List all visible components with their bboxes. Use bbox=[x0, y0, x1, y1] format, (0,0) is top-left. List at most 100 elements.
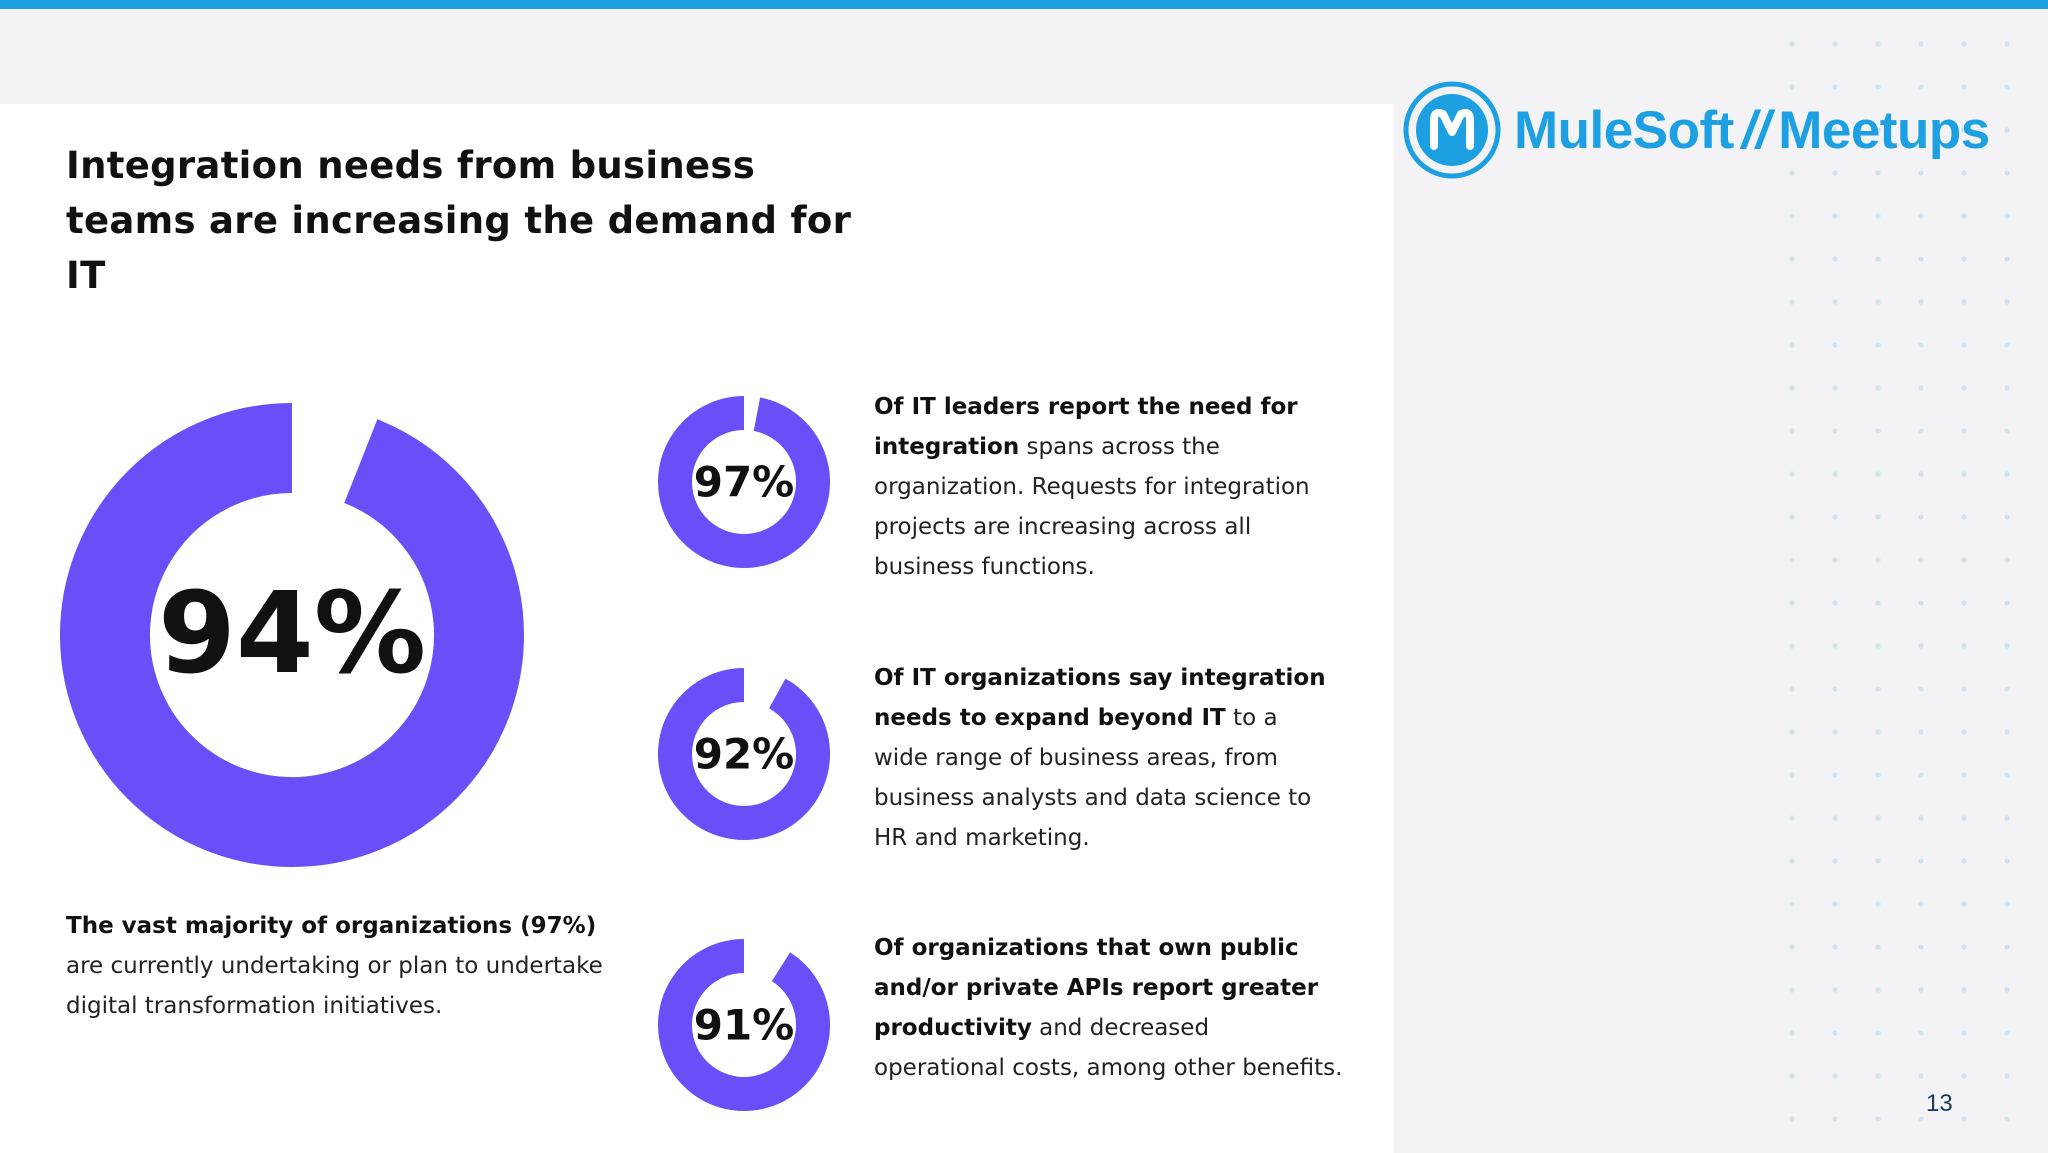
pattern-dot bbox=[1832, 729, 1838, 735]
pattern-dot bbox=[1789, 686, 1795, 692]
pattern-dot bbox=[2004, 557, 2010, 563]
pattern-dot bbox=[1961, 471, 1967, 477]
pattern-dot bbox=[1918, 686, 1924, 692]
pattern-dot bbox=[1918, 815, 1924, 821]
pattern-dot bbox=[1918, 471, 1924, 477]
pattern-dot bbox=[2004, 256, 2010, 262]
pattern-dot bbox=[2004, 858, 2010, 864]
pattern-dot bbox=[1875, 815, 1881, 821]
pattern-dot bbox=[1789, 514, 1795, 520]
donut-92-fill bbox=[658, 668, 830, 840]
pattern-dot bbox=[2004, 84, 2010, 90]
pattern-dot bbox=[1961, 41, 1967, 47]
description-97: Of IT leaders report the need for integr… bbox=[874, 387, 1334, 587]
pattern-dot bbox=[1918, 127, 1924, 133]
pattern-dot bbox=[1961, 643, 1967, 649]
logo-wordmark: MuleSoft // Meetups bbox=[1514, 100, 1990, 161]
pattern-dot bbox=[2004, 1116, 2010, 1122]
pattern-dot bbox=[2004, 600, 2010, 606]
pattern-dot bbox=[1875, 428, 1881, 434]
pattern-dot bbox=[1918, 557, 1924, 563]
pattern-dot bbox=[2004, 987, 2010, 993]
pattern-dot bbox=[1789, 41, 1795, 47]
pattern-dot bbox=[1918, 170, 1924, 176]
pattern-dot bbox=[1961, 1073, 1967, 1079]
pattern-dot bbox=[1961, 385, 1967, 391]
pattern-dot bbox=[2004, 643, 2010, 649]
pattern-dot bbox=[2004, 1030, 2010, 1036]
donut-97-label: 97% bbox=[694, 458, 795, 507]
pattern-dot bbox=[1832, 127, 1838, 133]
pattern-dot bbox=[2004, 385, 2010, 391]
pattern-dot bbox=[1875, 858, 1881, 864]
pattern-dot bbox=[1875, 471, 1881, 477]
pattern-dot bbox=[1875, 84, 1881, 90]
pattern-dot bbox=[2004, 428, 2010, 434]
pattern-dot bbox=[1832, 84, 1838, 90]
pattern-dot bbox=[1832, 342, 1838, 348]
pattern-dot bbox=[1789, 213, 1795, 219]
pattern-dot bbox=[1961, 901, 1967, 907]
pattern-dot bbox=[1875, 170, 1881, 176]
pattern-dot bbox=[1961, 815, 1967, 821]
pattern-dot bbox=[1918, 944, 1924, 950]
pattern-dot bbox=[1875, 342, 1881, 348]
pattern-dot bbox=[1875, 729, 1881, 735]
donut-91-fill bbox=[658, 939, 830, 1111]
logo-separator: // bbox=[1741, 100, 1771, 160]
pattern-dot bbox=[1918, 1116, 1924, 1122]
donut-92-label: 92% bbox=[694, 730, 795, 779]
pattern-dot bbox=[1875, 901, 1881, 907]
pattern-dot bbox=[1918, 643, 1924, 649]
pattern-dot bbox=[1789, 342, 1795, 348]
pattern-dot bbox=[1961, 299, 1967, 305]
pattern-dot bbox=[2004, 213, 2010, 219]
mulesoft-logo-icon bbox=[1403, 81, 1501, 179]
pattern-dot bbox=[1789, 901, 1795, 907]
pattern-dot bbox=[1875, 557, 1881, 563]
description-97-bold: Of IT leaders report the need for integr… bbox=[874, 394, 1298, 460]
pattern-dot bbox=[2004, 342, 2010, 348]
slide-title: Integration needs from business teams ar… bbox=[66, 144, 852, 297]
pattern-dot bbox=[1789, 299, 1795, 305]
pattern-dot bbox=[1789, 385, 1795, 391]
pattern-dot bbox=[2004, 41, 2010, 47]
pattern-dot bbox=[1961, 987, 1967, 993]
donut-94-fill bbox=[60, 403, 524, 867]
pattern-dot bbox=[1832, 944, 1838, 950]
pattern-dot bbox=[2004, 299, 2010, 305]
pattern-dot bbox=[2004, 901, 2010, 907]
pattern-dot bbox=[1961, 127, 1967, 133]
pattern-dot bbox=[1832, 686, 1838, 692]
pattern-dot bbox=[1961, 256, 1967, 262]
donut-94-label: 94% bbox=[158, 569, 426, 699]
pattern-dot bbox=[1832, 385, 1838, 391]
description-91-bold: Of organizations that own public and/or … bbox=[874, 935, 1319, 1041]
pattern-dot bbox=[1789, 1073, 1795, 1079]
pattern-dot bbox=[1961, 600, 1967, 606]
donut-91-label: 91% bbox=[694, 1001, 795, 1050]
pattern-dot bbox=[1875, 256, 1881, 262]
dot-pattern bbox=[1789, 41, 2010, 1122]
pattern-dot bbox=[1918, 858, 1924, 864]
pattern-dot bbox=[1875, 686, 1881, 692]
pattern-dot bbox=[1918, 729, 1924, 735]
donut-94: 94% bbox=[60, 403, 524, 867]
pattern-dot bbox=[1789, 84, 1795, 90]
pattern-dot bbox=[1875, 1116, 1881, 1122]
pattern-dot bbox=[1918, 772, 1924, 778]
donut-92: 92% bbox=[658, 668, 830, 840]
pattern-dot bbox=[1832, 256, 1838, 262]
description-92: Of IT organizations say integration need… bbox=[874, 658, 1334, 858]
pattern-dot bbox=[1961, 342, 1967, 348]
pattern-dot bbox=[1832, 1030, 1838, 1036]
pattern-dot bbox=[1789, 987, 1795, 993]
pattern-dot bbox=[1875, 643, 1881, 649]
pattern-dot bbox=[1832, 1073, 1838, 1079]
pattern-dot bbox=[1961, 213, 1967, 219]
pattern-dot bbox=[1875, 127, 1881, 133]
pattern-dot bbox=[1918, 428, 1924, 434]
description-92-bold: Of IT organizations say integration need… bbox=[874, 665, 1326, 731]
pattern-dot bbox=[1789, 1030, 1795, 1036]
pattern-dot bbox=[1832, 772, 1838, 778]
